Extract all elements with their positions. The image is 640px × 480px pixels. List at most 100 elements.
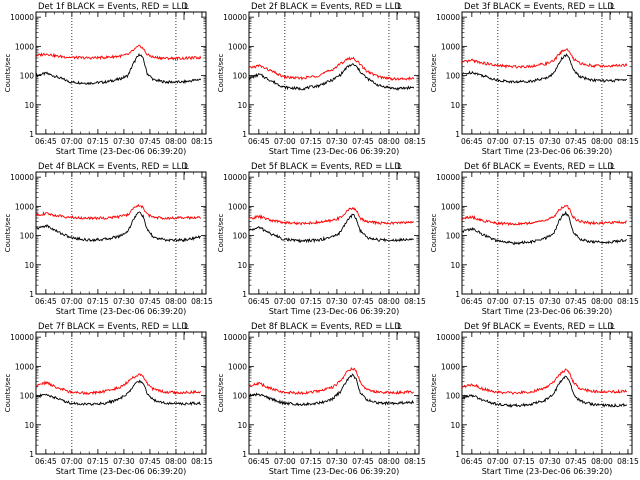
x-tick-label: 07:45	[139, 457, 161, 466]
x-tick-label: 07:30	[326, 137, 348, 146]
y-axis-label: Counts/sec	[217, 214, 225, 253]
corner-mark: L	[397, 162, 402, 172]
x-tick-label: 07:30	[539, 457, 561, 466]
y-tick-label: 1	[242, 450, 247, 459]
y-tick-label: 1	[29, 290, 34, 299]
y-axis-label: Counts/sec	[4, 54, 12, 93]
y-tick-label: 1000	[441, 42, 460, 51]
corner-mark: L	[610, 162, 615, 172]
y-tick-label: 10000	[223, 13, 247, 22]
series-line-lld	[461, 204, 628, 227]
y-tick-label: 10000	[10, 13, 34, 22]
corner-mark: L	[397, 2, 402, 12]
y-axis-label: Counts/sec	[430, 54, 438, 93]
y-axis-label: Counts/sec	[4, 374, 12, 413]
y-tick-label: 1000	[441, 202, 460, 211]
series-line-lld	[461, 368, 627, 396]
y-tick-label: 10	[24, 101, 34, 110]
x-axis-label: Start Time (23-Dec-06 06:39:20)	[482, 147, 613, 156]
y-tick-label: 100	[233, 232, 248, 241]
corner-mark: L	[184, 322, 189, 332]
chart-title: Det 6f BLACK = Events, RED = LLD	[464, 162, 614, 172]
y-tick-label: 1	[242, 130, 247, 139]
x-tick-label: 08:00	[378, 137, 400, 146]
x-tick-label: 07:30	[326, 297, 348, 306]
x-tick-label: 06:45	[461, 297, 483, 306]
x-axis-label: Start Time (23-Dec-06 06:39:20)	[269, 147, 400, 156]
x-tick-label: 08:15	[191, 297, 213, 306]
y-tick-label: 1000	[441, 362, 460, 371]
series-line-events	[461, 375, 628, 408]
x-tick-label: 07:15	[300, 137, 322, 146]
y-tick-label: 10	[237, 101, 247, 110]
y-tick-label: 1	[455, 130, 460, 139]
series-line-lld	[248, 56, 415, 81]
x-tick-label: 07:00	[61, 457, 83, 466]
x-tick-label: 06:45	[35, 457, 57, 466]
x-tick-label: 07:15	[87, 457, 109, 466]
x-tick-label: 07:15	[513, 137, 535, 146]
x-tick-label: 06:45	[35, 137, 57, 146]
x-tick-label: 07:30	[113, 137, 135, 146]
x-tick-label: 07:00	[487, 137, 509, 146]
x-tick-label: 07:45	[565, 457, 587, 466]
y-tick-label: 10	[450, 101, 460, 110]
plot-frame	[461, 331, 633, 455]
plot-frame	[35, 171, 207, 295]
y-tick-label: 10000	[436, 173, 460, 182]
x-tick-label: 08:15	[404, 137, 426, 146]
y-tick-label: 1000	[228, 42, 247, 51]
x-tick-label: 07:30	[539, 297, 561, 306]
y-tick-label: 1000	[15, 202, 34, 211]
chart-title: Det 1f BLACK = Events, RED = LLD	[38, 2, 188, 12]
x-tick-label: 06:45	[35, 297, 57, 306]
y-axis-label: Counts/sec	[430, 374, 438, 413]
chart-title: Det 9f BLACK = Events, RED = LLD	[464, 322, 614, 332]
y-tick-label: 10000	[436, 13, 460, 22]
corner-mark: L	[184, 2, 189, 12]
x-axis-label: Start Time (23-Dec-06 06:39:20)	[269, 307, 400, 316]
x-tick-label: 08:15	[404, 297, 426, 306]
x-tick-label: 06:45	[248, 297, 270, 306]
y-tick-label: 10000	[223, 333, 247, 342]
x-tick-label: 08:15	[617, 297, 639, 306]
series-line-events	[248, 63, 415, 92]
y-tick-label: 100	[233, 392, 248, 401]
y-tick-label: 10	[237, 261, 247, 270]
y-tick-label: 1000	[15, 42, 34, 51]
x-tick-label: 07:45	[352, 137, 374, 146]
y-tick-label: 10	[237, 421, 247, 430]
series-line-lld	[248, 366, 415, 396]
x-tick-label: 08:15	[617, 137, 639, 146]
x-tick-label: 07:45	[139, 137, 161, 146]
chart-title: Det 2f BLACK = Events, RED = LLD	[251, 2, 401, 12]
x-tick-label: 07:30	[113, 457, 135, 466]
x-tick-label: 08:00	[378, 457, 400, 466]
y-tick-label: 1	[455, 450, 460, 459]
x-axis-label: Start Time (23-Dec-06 06:39:20)	[269, 467, 400, 476]
corner-mark: L	[397, 322, 402, 332]
x-tick-label: 07:00	[487, 297, 509, 306]
y-tick-label: 100	[446, 392, 461, 401]
y-tick-label: 10000	[436, 333, 460, 342]
x-tick-label: 07:45	[352, 457, 374, 466]
y-tick-label: 100	[20, 232, 35, 241]
y-tick-label: 1000	[15, 362, 34, 371]
x-tick-label: 06:45	[461, 137, 483, 146]
y-tick-label: 10000	[10, 333, 34, 342]
y-tick-label: 10	[450, 421, 460, 430]
x-tick-label: 08:00	[591, 297, 613, 306]
y-tick-label: 1000	[228, 362, 247, 371]
x-tick-label: 07:45	[565, 297, 587, 306]
x-tick-label: 07:15	[87, 297, 109, 306]
x-tick-label: 06:45	[248, 457, 270, 466]
x-tick-label: 07:30	[539, 137, 561, 146]
series-line-events	[35, 379, 201, 407]
plot-frame	[248, 331, 420, 455]
x-tick-label: 08:00	[591, 457, 613, 466]
x-tick-label: 07:00	[274, 297, 296, 306]
